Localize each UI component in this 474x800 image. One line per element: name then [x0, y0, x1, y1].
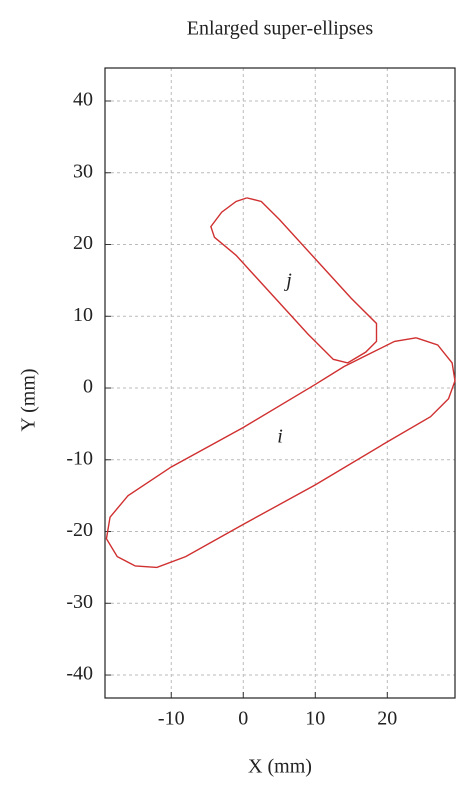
x-tick-label: 20 — [377, 708, 397, 730]
chart-title: Enlarged super-ellipses — [187, 18, 374, 40]
y-tick-label: -30 — [66, 591, 93, 613]
curve — [105, 337, 456, 569]
y-tick-label: 10 — [73, 304, 93, 326]
curve-label: i — [277, 426, 283, 448]
y-tick-label: -20 — [66, 519, 93, 541]
y-tick-label: -40 — [66, 663, 93, 685]
x-tick-label: -10 — [158, 708, 185, 730]
x-tick-label: 0 — [238, 708, 248, 730]
y-tick-label: 20 — [73, 232, 93, 254]
x-axis-label: X (mm) — [248, 756, 312, 778]
y-tick-label: 40 — [73, 89, 93, 111]
y-tick-label: 30 — [73, 160, 93, 182]
plot-frame — [104, 67, 456, 699]
y-tick-label: -10 — [66, 447, 93, 469]
x-tick-label: 10 — [305, 708, 325, 730]
curve-label: j — [283, 270, 292, 292]
y-axis-label: Y (mm) — [18, 368, 40, 431]
curve — [210, 197, 378, 364]
y-tick-label: 0 — [83, 376, 93, 398]
